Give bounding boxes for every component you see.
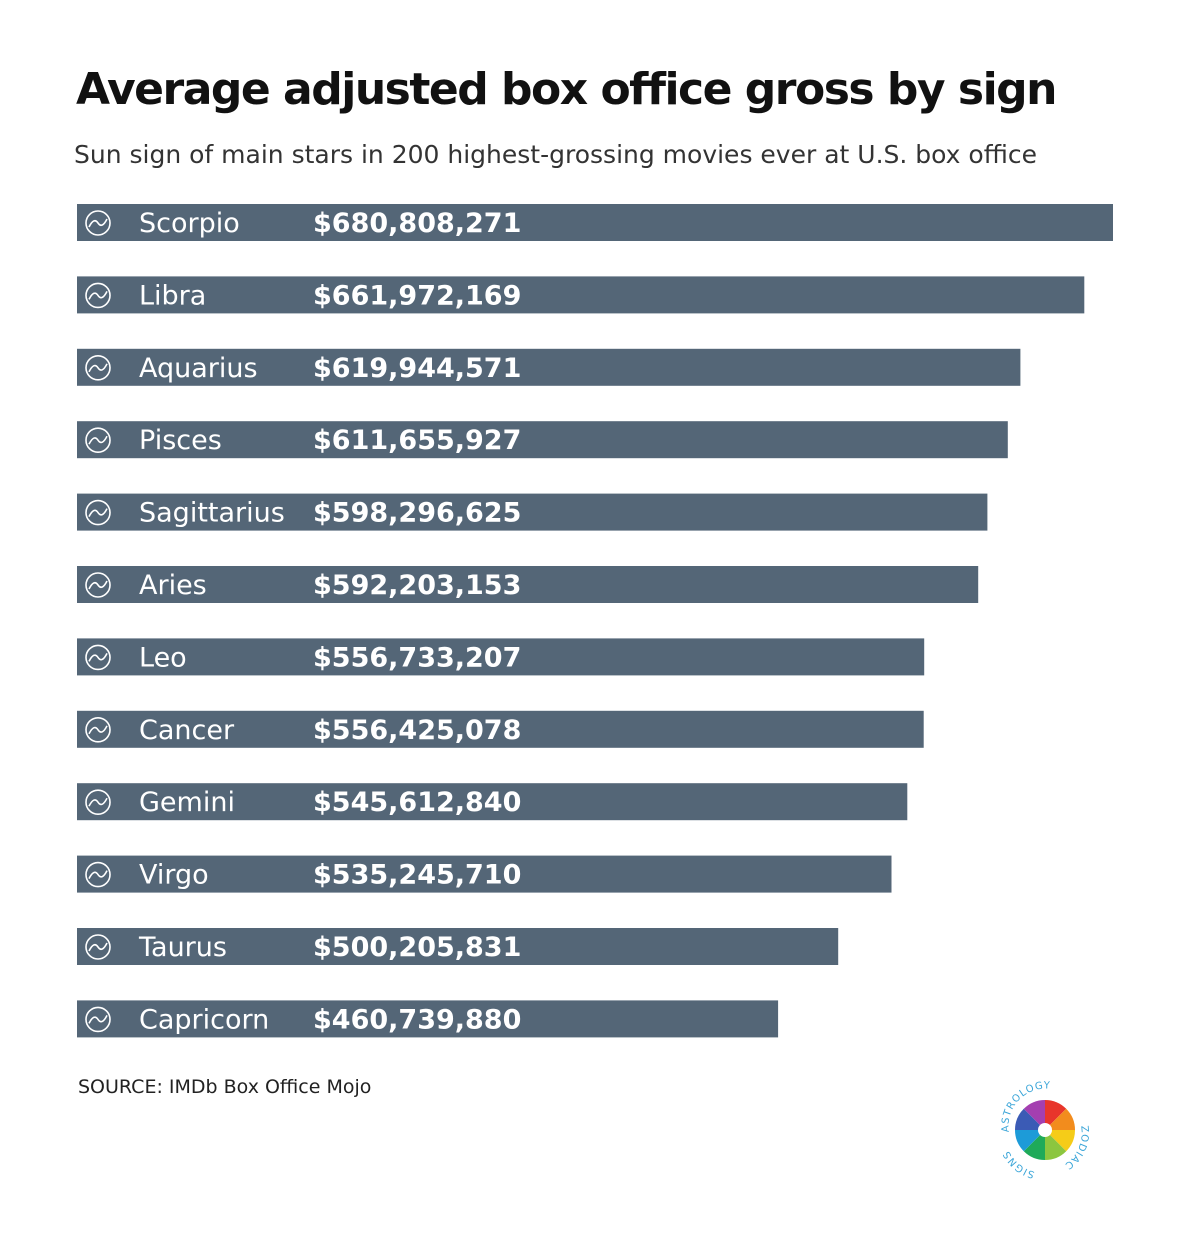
- value-label: $535,245,710: [313, 860, 521, 891]
- bar-gemini: [77, 783, 908, 821]
- bar-scorpio: [77, 204, 1113, 241]
- category-label: Libra: [139, 280, 206, 311]
- gemini-icon: [85, 789, 111, 816]
- value-label: $460,739,880: [313, 1004, 521, 1035]
- category-label: Scorpio: [139, 208, 240, 239]
- bar-capricorn: [77, 1000, 779, 1038]
- cancer-icon: [85, 716, 111, 743]
- bar-row-pisces: Pisces $611,655,927: [77, 421, 1008, 459]
- category-label: Aries: [139, 570, 207, 601]
- bar-chart: Scorpio $680,808,271 Libra $661,972,169 Aqua…: [77, 204, 1113, 1038]
- bar-aquarius: [77, 348, 1021, 386]
- value-label: $545,612,840: [313, 787, 521, 818]
- bar-row-aquarius: Aquarius $619,944,571: [77, 348, 1021, 386]
- value-label: $592,203,153: [313, 570, 521, 601]
- bar-libra: [77, 276, 1085, 314]
- chart-title: Average adjusted box office gross by sig…: [76, 64, 1058, 115]
- libra-icon: [85, 282, 111, 309]
- value-label: $598,296,625: [313, 498, 521, 529]
- value-label: $611,655,927: [313, 425, 521, 456]
- leo-icon: [85, 644, 111, 671]
- category-label: Leo: [139, 642, 187, 673]
- bar-aries: [77, 566, 979, 603]
- bar-row-taurus: Taurus $500,205,831: [77, 928, 839, 965]
- category-label: Cancer: [139, 715, 235, 746]
- bar-row-aries: Aries $592,203,153: [77, 566, 979, 603]
- pisces-icon: [85, 427, 111, 454]
- bar-virgo: [77, 855, 892, 893]
- bar-taurus: [77, 928, 839, 965]
- category-label: Capricorn: [139, 1004, 269, 1035]
- bar-sagittarius: [77, 493, 988, 531]
- category-label: Sagittarius: [139, 498, 285, 529]
- astrology-zodiac-signs-logo: ASTROLOGY ZODIAC SIGNS: [1000, 1080, 1088, 1179]
- virgo-icon: [85, 861, 111, 888]
- bar-row-gemini: Gemini $545,612,840: [77, 783, 908, 821]
- bar-row-leo: Leo $556,733,207: [77, 638, 925, 676]
- bar-row-capricorn: Capricorn $460,739,880: [77, 1000, 779, 1038]
- category-label: Virgo: [139, 860, 209, 891]
- capricorn-icon: [85, 1006, 111, 1033]
- aquarius-icon: [85, 354, 111, 381]
- chart-subtitle: Sun sign of main stars in 200 highest-gr…: [74, 140, 1038, 169]
- category-label: Pisces: [139, 425, 222, 456]
- value-label: $680,808,271: [313, 208, 521, 239]
- value-label: $661,972,169: [313, 280, 521, 311]
- aries-icon: [85, 572, 111, 598]
- bar-pisces: [77, 421, 1008, 459]
- bar-row-cancer: Cancer $556,425,078: [77, 710, 924, 748]
- value-label: $556,733,207: [313, 642, 521, 673]
- value-label: $556,425,078: [313, 715, 521, 746]
- scorpio-icon: [85, 210, 111, 236]
- bar-cancer: [77, 710, 924, 748]
- bar-leo: [77, 638, 925, 676]
- source-note: SOURCE: IMDb Box Office Mojo: [78, 1076, 372, 1098]
- taurus-icon: [85, 934, 111, 960]
- value-label: $619,944,571: [313, 353, 521, 384]
- bar-row-scorpio: Scorpio $680,808,271: [77, 204, 1113, 241]
- category-label: Aquarius: [139, 353, 258, 384]
- category-label: Gemini: [139, 787, 235, 818]
- color-wheel-icon: [1015, 1100, 1075, 1160]
- bar-row-sagittarius: Sagittarius $598,296,625: [77, 493, 988, 531]
- sagittarius-icon: [85, 499, 111, 526]
- category-label: Taurus: [138, 932, 227, 963]
- value-label: $500,205,831: [313, 932, 521, 963]
- bar-row-virgo: Virgo $535,245,710: [77, 855, 892, 893]
- bar-row-libra: Libra $661,972,169: [77, 276, 1085, 314]
